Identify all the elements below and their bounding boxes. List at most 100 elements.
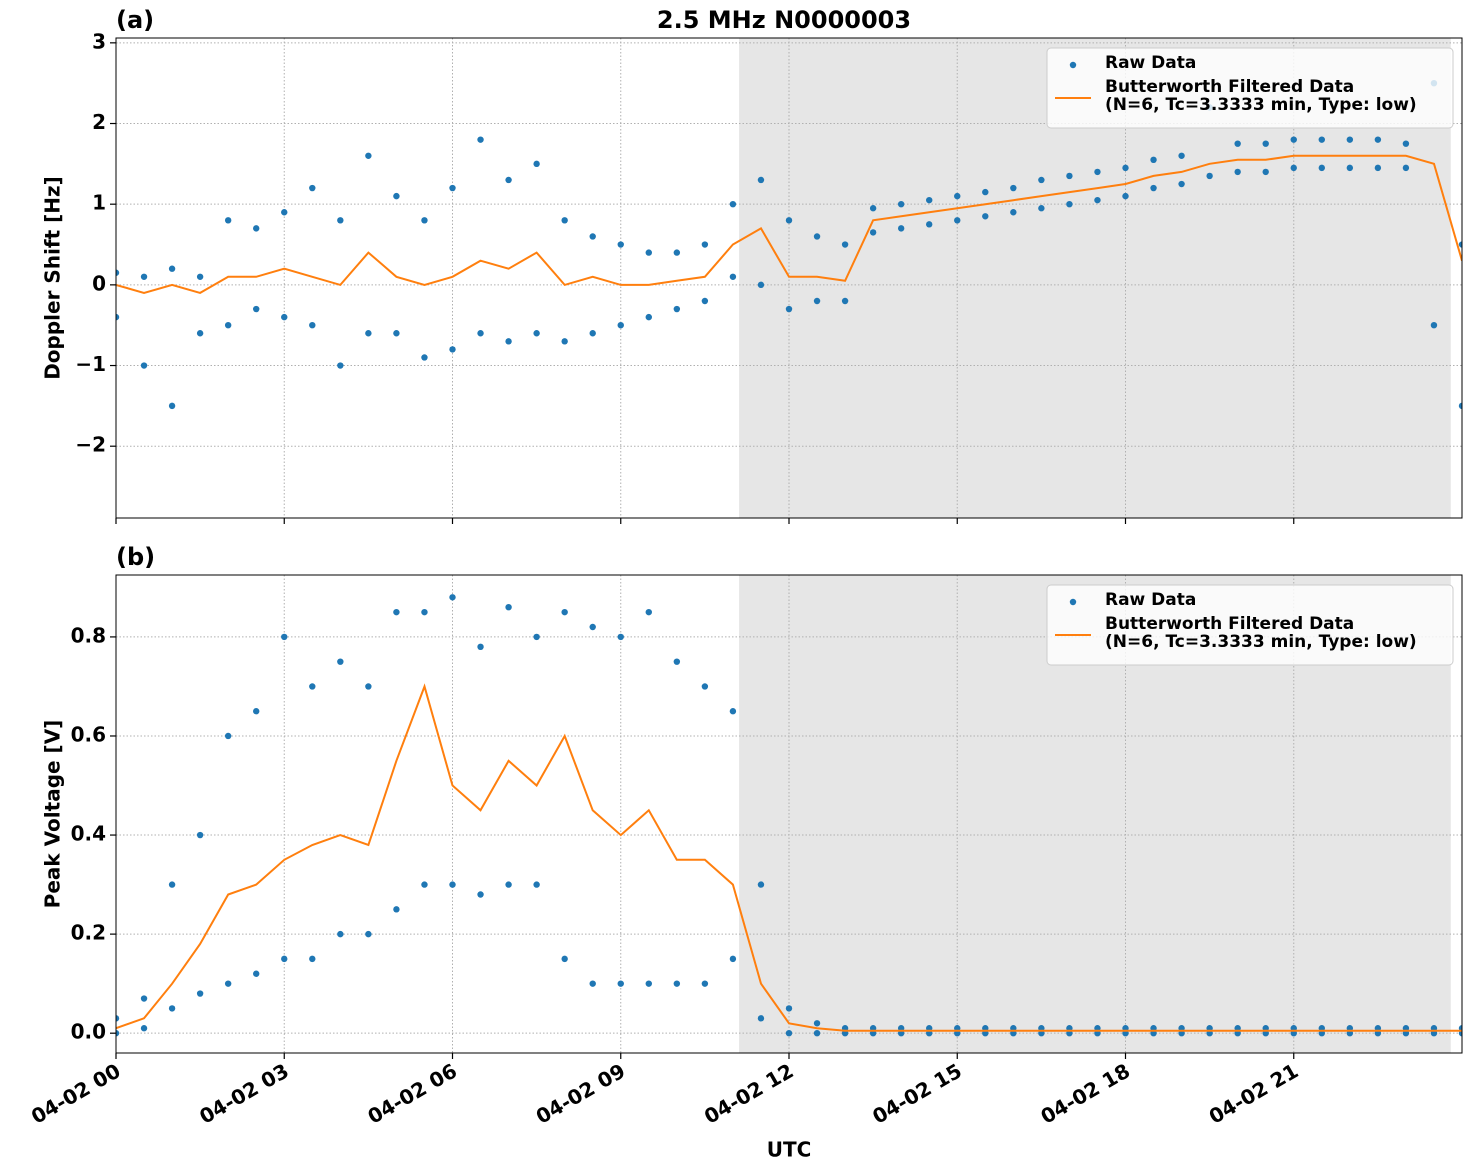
raw-point	[897, 200, 905, 208]
raw-point	[116, 1029, 120, 1037]
raw-point	[477, 330, 484, 337]
raw-point	[701, 297, 709, 305]
raw-point	[1290, 136, 1297, 143]
raw-point	[561, 217, 568, 224]
raw-point	[1402, 140, 1410, 147]
raw-point	[701, 241, 709, 248]
raw-point	[1374, 136, 1382, 143]
raw-point	[841, 297, 849, 305]
raw-point	[617, 633, 624, 641]
raw-point	[673, 658, 681, 665]
raw-point	[224, 217, 232, 224]
raw-point	[1038, 176, 1045, 184]
raw-point	[393, 906, 400, 913]
raw-point	[617, 980, 624, 987]
raw-point	[1150, 156, 1157, 164]
raw-point	[1178, 152, 1185, 159]
raw-point	[673, 305, 681, 313]
legend-box	[1046, 47, 1454, 129]
raw-point	[617, 241, 624, 248]
raw-point	[561, 608, 568, 616]
raw-point	[869, 205, 877, 212]
legend-entry: Butterworth Filtered Data (N=6, Tc=3.333…	[1105, 615, 1417, 652]
raw-point	[1094, 168, 1101, 176]
raw-point	[421, 881, 428, 888]
raw-point	[393, 608, 400, 616]
figure-title: 2.5 MHz N0000003	[657, 6, 911, 34]
raw-point	[813, 297, 821, 305]
x-tick-label: 04-02 21	[1205, 1059, 1303, 1129]
raw-point	[140, 995, 148, 1002]
panel-label: (b)	[116, 543, 155, 571]
raw-point	[393, 192, 400, 200]
raw-point	[645, 313, 652, 321]
raw-point	[116, 313, 120, 321]
raw-point	[1458, 402, 1462, 410]
raw-point	[589, 980, 596, 987]
y-tick-label: −2	[75, 433, 106, 457]
raw-point	[1234, 168, 1241, 176]
raw-point	[813, 1029, 821, 1037]
raw-point	[337, 930, 344, 938]
raw-point	[116, 269, 120, 276]
raw-point	[1346, 164, 1354, 172]
raw-point	[421, 354, 428, 361]
x-axis-label: UTC	[767, 1138, 812, 1162]
raw-point	[477, 136, 484, 143]
raw-point	[449, 184, 456, 192]
raw-point	[505, 603, 512, 611]
raw-point	[196, 990, 204, 997]
raw-point	[253, 305, 260, 313]
raw-point	[533, 881, 540, 888]
raw-point	[869, 229, 877, 236]
raw-point	[253, 225, 260, 232]
raw-point	[477, 891, 484, 898]
raw-point	[1262, 168, 1269, 176]
x-tick-label: 04-02 18	[1036, 1059, 1134, 1129]
raw-point	[421, 608, 428, 616]
filtered-line	[116, 683, 1462, 1032]
raw-point	[1206, 172, 1213, 180]
raw-point	[673, 249, 681, 256]
legend-entry: Raw Data	[1105, 54, 1197, 73]
raw-point	[365, 330, 372, 337]
y-tick-label: 0.4	[71, 822, 106, 846]
axes-frame	[115, 37, 1463, 519]
raw-point	[281, 955, 288, 963]
raw-point	[281, 313, 288, 321]
panel: −2 −1 0 1 2 3 (a) Doppler Shift [Hz] Raw Data But…	[41, 6, 1463, 524]
raw-point	[168, 402, 176, 410]
raw-point	[365, 930, 372, 938]
legend-label: Raw Data	[1105, 54, 1197, 73]
raw-point	[224, 732, 232, 740]
plot-area	[116, 594, 1462, 1037]
raw-point	[1318, 164, 1325, 172]
raw-point	[897, 225, 905, 232]
axes-frame	[115, 574, 1463, 1054]
raw-point	[1318, 136, 1325, 143]
raw-point	[982, 213, 989, 220]
raw-point	[645, 608, 652, 616]
raw-point	[1010, 184, 1017, 192]
raw-point	[729, 955, 737, 963]
raw-point	[785, 217, 793, 224]
raw-point	[196, 273, 204, 280]
raw-point	[757, 1015, 765, 1022]
x-tick-label: 04-02 00	[27, 1059, 125, 1129]
y-axis-label: Peak Voltage [V]	[41, 720, 65, 909]
raw-point	[757, 176, 765, 184]
raw-point	[505, 881, 512, 888]
plot-area	[116, 79, 1462, 410]
raw-point	[365, 152, 372, 159]
raw-point	[393, 330, 400, 337]
raw-point	[281, 209, 288, 216]
raw-point	[116, 1015, 120, 1022]
raw-point	[673, 980, 681, 987]
raw-point	[813, 233, 821, 240]
raw-point	[337, 362, 344, 369]
raw-point	[926, 196, 933, 204]
legend-label: Butterworth Filtered Data (N=6, Tc=3.333…	[1105, 615, 1417, 652]
raw-point	[281, 633, 288, 641]
